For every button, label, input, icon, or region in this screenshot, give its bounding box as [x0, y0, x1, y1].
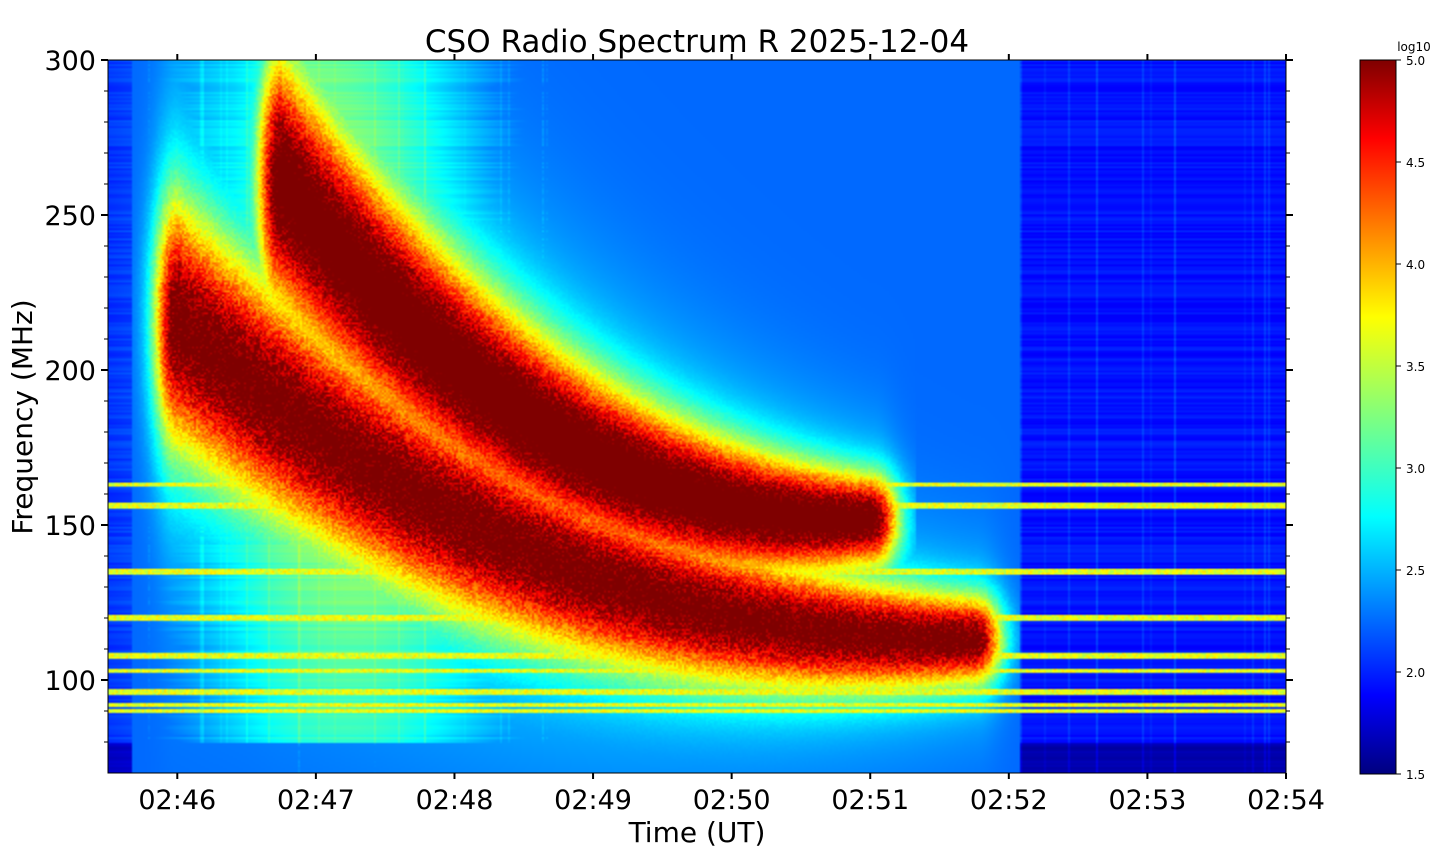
colorbar-tick-label: 4.5 — [1406, 156, 1425, 170]
x-tick-label: 02:52 — [970, 785, 1048, 816]
y-tick-label: 300 — [44, 46, 96, 77]
x-tick-label: 02:53 — [1109, 785, 1187, 816]
colorbar-tick-label: 5.0 — [1406, 54, 1425, 68]
x-tick-label: 02:54 — [1247, 785, 1325, 816]
colorbar-tick-label: 2.0 — [1406, 666, 1425, 680]
x-axis-label: Time (UT) — [628, 816, 766, 849]
y-tick-label: 250 — [44, 201, 96, 232]
colorbar-ticks: 1.5 2.0 2.5 3.0 3.5 4.0 4.5 5.0 — [1396, 54, 1425, 782]
colorbar-tick-label: 3.5 — [1406, 360, 1425, 374]
spectrogram-raster — [108, 60, 1286, 773]
colorbar-tick-label: 2.5 — [1406, 564, 1425, 578]
x-tick-label: 02:47 — [277, 785, 355, 816]
y-axis: 100 150 200 250 300 — [44, 46, 1293, 743]
chart-title: CSO Radio Spectrum R 2025-12-04 — [425, 24, 969, 60]
x-tick-label: 02:48 — [416, 785, 494, 816]
x-tick-label: 02:49 — [554, 785, 632, 816]
spectrogram-image — [108, 60, 1286, 773]
colorbar-label: log10 — [1397, 40, 1431, 54]
plot-frame — [107, 59, 1287, 774]
colorbar-tick-label: 1.5 — [1406, 768, 1425, 782]
x-tick-label: 02:51 — [831, 785, 909, 816]
x-axis: 02:46 02:47 02:48 02:49 02:50 02:51 02:52 02:53… — [138, 54, 1325, 816]
y-tick-label: 150 — [44, 511, 96, 542]
x-tick-label: 02:50 — [693, 785, 771, 816]
y-axis-label: Frequency (MHz) — [6, 299, 39, 534]
colorbar — [1359, 59, 1397, 775]
colorbar-tick-label: 3.0 — [1406, 462, 1425, 476]
y-tick-label: 100 — [44, 666, 96, 697]
colorbar-tick-label: 4.0 — [1406, 258, 1425, 272]
y-tick-label: 200 — [44, 356, 96, 387]
x-tick-label: 02:46 — [138, 785, 216, 816]
